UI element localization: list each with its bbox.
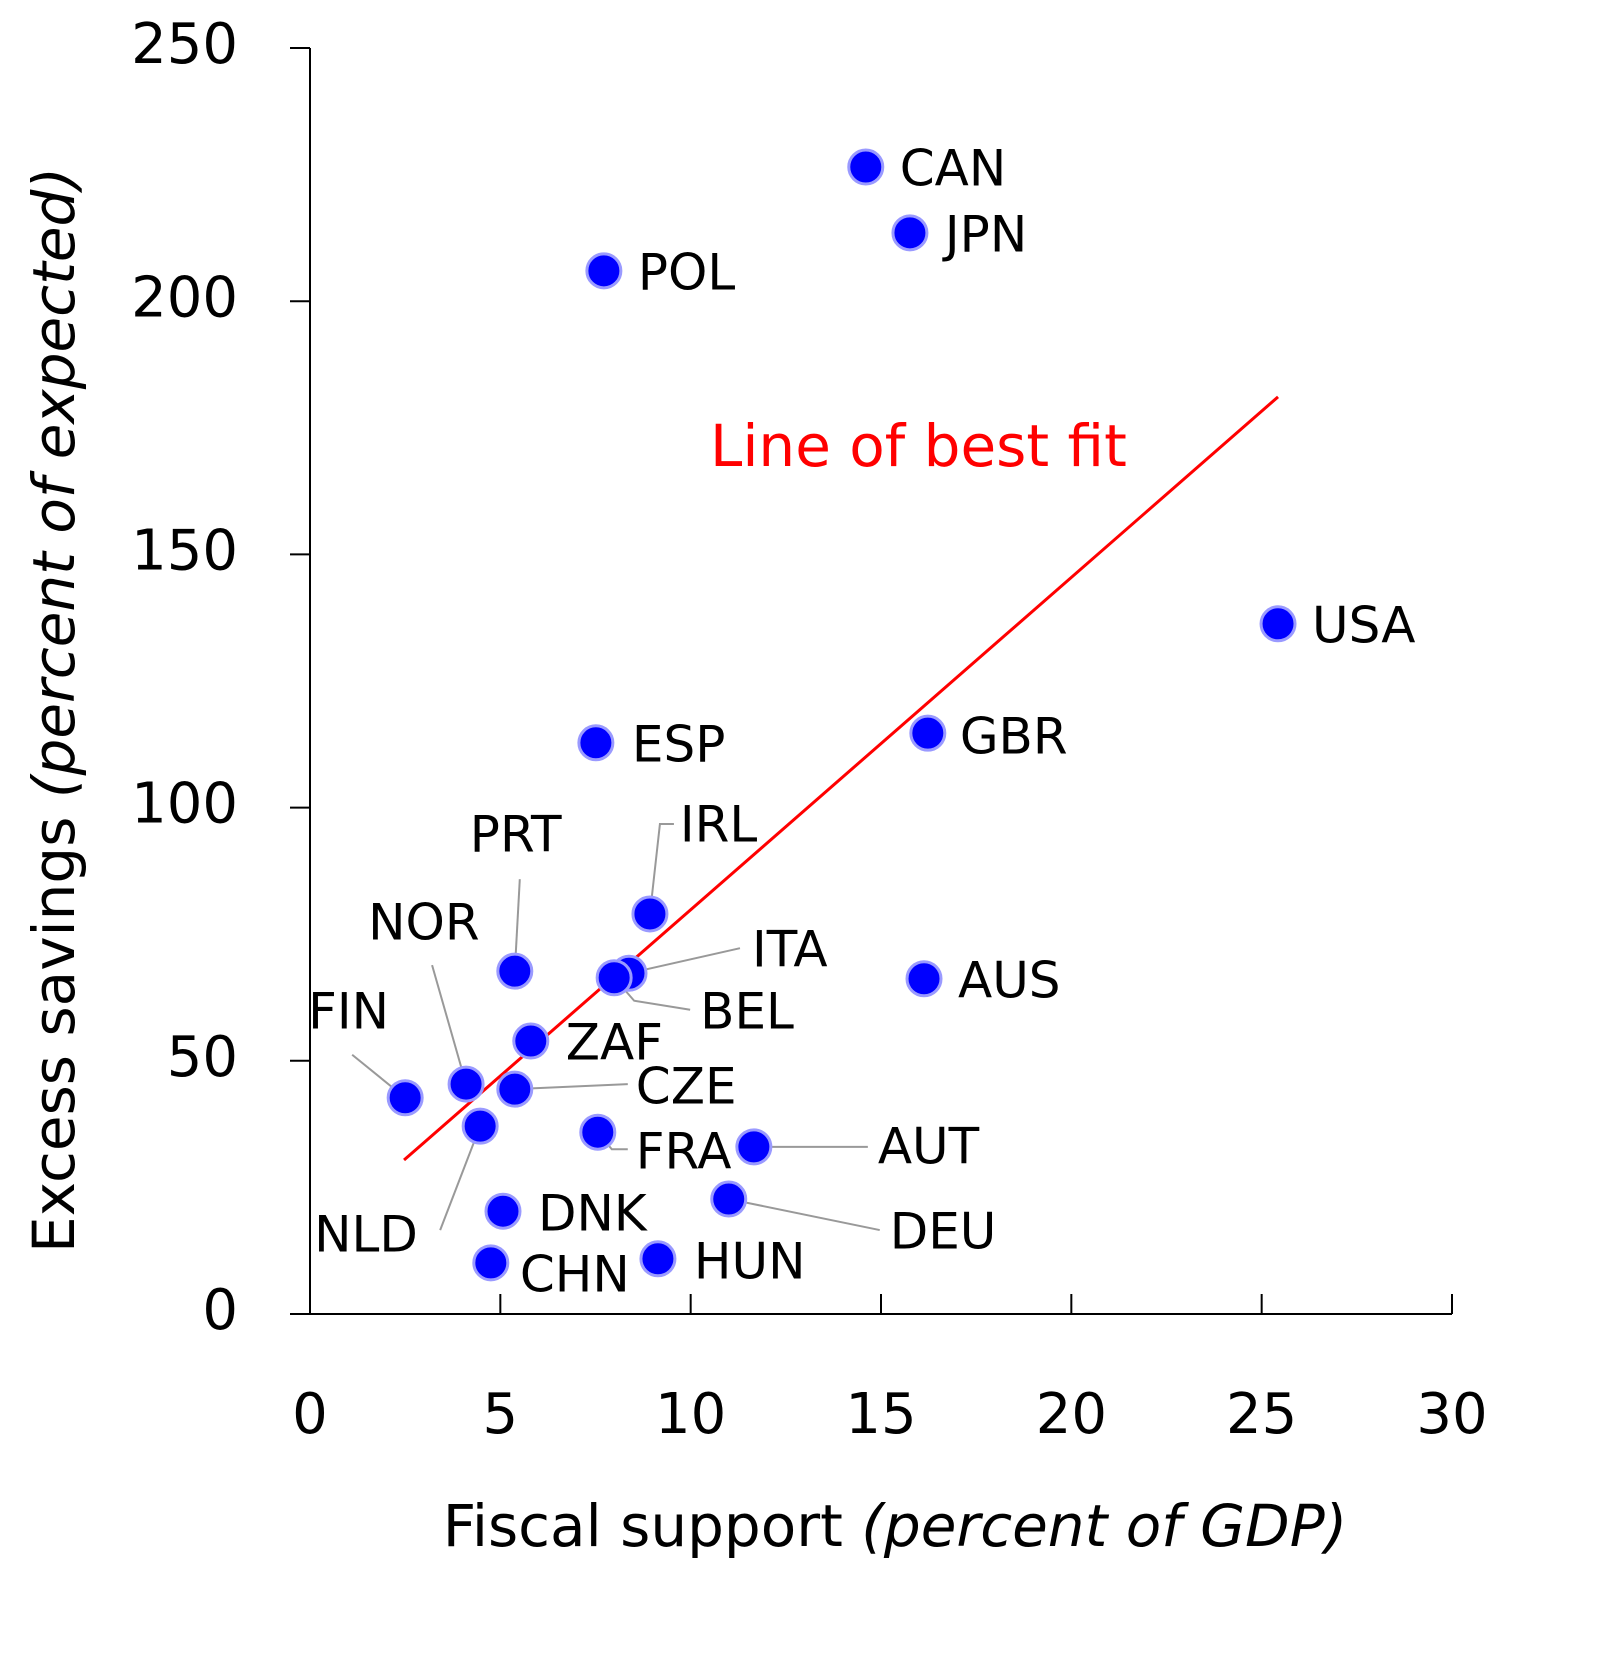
- point: [595, 959, 633, 997]
- y-tick-label: 100: [131, 772, 238, 837]
- y-tick-label: 150: [131, 519, 238, 584]
- x-tick-label: 20: [1036, 1382, 1107, 1447]
- point-label: CHN: [520, 1245, 630, 1303]
- point-label: USA: [1312, 596, 1415, 654]
- point-label: HUN: [694, 1232, 806, 1290]
- y-tick-label: 250: [131, 12, 238, 77]
- point-label: PRT: [470, 806, 562, 864]
- point-label: POL: [638, 243, 736, 301]
- point-label: FIN: [308, 982, 389, 1040]
- y-axis-title-note: (percent of expected): [20, 167, 88, 798]
- point: [484, 1192, 522, 1230]
- x-tick-label: 15: [845, 1382, 916, 1447]
- fit-line-label: Line of best fit: [710, 412, 1127, 480]
- leader-line: [648, 822, 674, 915]
- y-axis-title-main: Excess savings: [20, 817, 88, 1253]
- y-tick-label: 200: [131, 265, 238, 330]
- point: [386, 1079, 424, 1117]
- leader-line: [514, 1083, 628, 1091]
- point: [512, 1022, 550, 1060]
- point: [905, 960, 943, 998]
- leader-line: [431, 964, 468, 1085]
- point: [496, 952, 534, 990]
- point: [891, 214, 929, 252]
- point-label: AUS: [958, 951, 1061, 1009]
- point-label: DNK: [538, 1185, 648, 1243]
- point-label: CZE: [636, 1058, 737, 1116]
- x-axis-title-main: Fiscal support: [443, 1492, 843, 1560]
- leader-line: [439, 1125, 482, 1231]
- point-label: NOR: [368, 894, 480, 952]
- point-label: DEU: [890, 1203, 997, 1261]
- point: [735, 1128, 773, 1166]
- y-tick-label: 50: [167, 1025, 238, 1090]
- y-axis-title: Excess savings (percent of expected): [20, 167, 88, 1253]
- x-axis-title-note: (percent of GDP): [861, 1492, 1347, 1560]
- point-label: FRA: [636, 1123, 732, 1181]
- x-tick-label: 30: [1416, 1382, 1487, 1447]
- x-axis-title: Fiscal support (percent of GDP): [443, 1492, 1348, 1560]
- x-tick-label: 25: [1226, 1382, 1297, 1447]
- point: [639, 1240, 677, 1278]
- point-label: GBR: [960, 708, 1068, 766]
- point: [447, 1065, 485, 1103]
- x-tick-label: 10: [655, 1382, 726, 1447]
- point-label: CAN: [900, 140, 1007, 198]
- y-tick-label: 0: [202, 1278, 238, 1343]
- point: [585, 252, 623, 290]
- x-tick-label: 0: [292, 1382, 328, 1447]
- point: [496, 1070, 534, 1108]
- point: [472, 1244, 510, 1282]
- point: [577, 724, 615, 762]
- point-label: JPN: [942, 205, 1027, 263]
- point: [461, 1107, 499, 1145]
- point-label: ZAF: [566, 1014, 663, 1072]
- point: [1259, 605, 1297, 643]
- point-label: ITA: [752, 921, 828, 979]
- point: [710, 1180, 748, 1218]
- leader-line: [628, 947, 741, 975]
- point: [631, 895, 669, 933]
- point: [579, 1113, 617, 1151]
- point-label: IRL: [680, 795, 757, 853]
- leader-line: [728, 1198, 880, 1232]
- x-tick-label: 5: [483, 1382, 519, 1447]
- point: [909, 714, 947, 752]
- fit-line: [403, 395, 1280, 1162]
- point-label: BEL: [700, 982, 794, 1040]
- point-label: NLD: [314, 1206, 418, 1264]
- point-label: AUT: [878, 1117, 980, 1175]
- point-label: ESP: [632, 715, 725, 773]
- point: [847, 148, 885, 186]
